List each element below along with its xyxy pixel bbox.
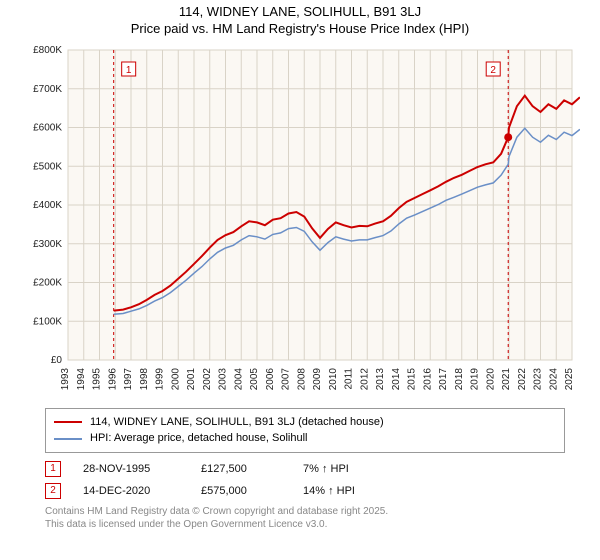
svg-text:2005: 2005 (249, 367, 260, 390)
svg-text:2018: 2018 (454, 367, 465, 390)
svg-text:1994: 1994 (76, 367, 87, 390)
svg-text:2013: 2013 (375, 367, 386, 390)
annotation-badge-2: 2 (45, 483, 61, 499)
svg-text:2007: 2007 (281, 367, 292, 390)
svg-text:£0: £0 (51, 355, 63, 366)
chart-container: 114, WIDNEY LANE, SOLIHULL, B91 3LJ Pric… (0, 0, 600, 560)
annotation-date-2: 14-DEC-2020 (83, 485, 179, 497)
svg-text:2002: 2002 (202, 367, 213, 390)
svg-text:2011: 2011 (344, 367, 355, 389)
svg-text:1995: 1995 (92, 367, 103, 390)
title-block: 114, WIDNEY LANE, SOLIHULL, B91 3LJ Pric… (0, 0, 600, 38)
svg-text:2014: 2014 (391, 367, 402, 390)
annotation-badge-1: 1 (45, 461, 61, 477)
svg-text:£100K: £100K (33, 316, 62, 327)
annotation-date-1: 28-NOV-1995 (83, 463, 179, 475)
svg-text:2008: 2008 (296, 367, 307, 390)
svg-text:1997: 1997 (123, 367, 134, 390)
svg-text:£400K: £400K (33, 200, 62, 211)
svg-text:£800K: £800K (33, 45, 62, 56)
svg-text:2009: 2009 (312, 367, 323, 390)
annotation-price-2: £575,000 (201, 485, 281, 497)
svg-text:1998: 1998 (139, 367, 150, 390)
svg-text:1: 1 (126, 65, 132, 76)
svg-text:2001: 2001 (186, 367, 197, 390)
price-chart: £0 £100K £200K £300K £400K £500K £600K £700K £80… (20, 42, 580, 402)
svg-text:2012: 2012 (359, 367, 370, 390)
legend-swatch-1 (54, 421, 82, 423)
legend-row-1: 114, WIDNEY LANE, SOLIHULL, B91 3LJ (det… (54, 414, 556, 431)
svg-text:2017: 2017 (438, 367, 449, 390)
footer-line-1: Contains HM Land Registry data © Crown c… (45, 505, 565, 518)
svg-text:2021: 2021 (501, 367, 512, 390)
annotation-pct-1: 7% ↑ HPI (303, 463, 393, 475)
svg-text:2022: 2022 (517, 367, 528, 390)
svg-text:2004: 2004 (233, 367, 244, 390)
svg-text:2023: 2023 (533, 367, 544, 390)
svg-text:2015: 2015 (407, 367, 418, 390)
legend-row-2: HPI: Average price, detached house, Soli… (54, 430, 556, 447)
legend: 114, WIDNEY LANE, SOLIHULL, B91 3LJ (det… (45, 408, 565, 453)
svg-text:1993: 1993 (60, 367, 71, 390)
svg-text:£700K: £700K (33, 84, 62, 95)
legend-swatch-2 (54, 438, 82, 440)
legend-label-2: HPI: Average price, detached house, Soli… (90, 430, 308, 447)
svg-text:£300K: £300K (33, 239, 62, 250)
svg-text:2010: 2010 (328, 367, 339, 390)
svg-text:1999: 1999 (155, 367, 166, 390)
svg-text:2006: 2006 (265, 367, 276, 390)
svg-text:1996: 1996 (107, 367, 118, 390)
svg-text:2019: 2019 (470, 367, 481, 390)
annotation-price-1: £127,500 (201, 463, 281, 475)
svg-text:2025: 2025 (564, 367, 575, 390)
svg-text:2: 2 (490, 65, 496, 76)
svg-text:£500K: £500K (33, 161, 62, 172)
svg-text:£200K: £200K (33, 277, 62, 288)
svg-text:£600K: £600K (33, 122, 62, 133)
footer-attribution: Contains HM Land Registry data © Crown c… (45, 505, 565, 531)
footer-line-2: This data is licensed under the Open Gov… (45, 518, 565, 531)
legend-label-1: 114, WIDNEY LANE, SOLIHULL, B91 3LJ (det… (90, 414, 384, 431)
svg-text:2016: 2016 (422, 367, 433, 390)
svg-text:2020: 2020 (485, 367, 496, 390)
svg-text:2003: 2003 (218, 367, 229, 390)
svg-text:2024: 2024 (548, 367, 559, 390)
annotation-row-2: 2 14-DEC-2020 £575,000 14% ↑ HPI (45, 483, 565, 499)
chart-title: 114, WIDNEY LANE, SOLIHULL, B91 3LJ (0, 4, 600, 21)
annotation-row-1: 1 28-NOV-1995 £127,500 7% ↑ HPI (45, 461, 565, 477)
annotation-pct-2: 14% ↑ HPI (303, 485, 393, 497)
svg-text:2000: 2000 (170, 367, 181, 390)
annotation-table: 1 28-NOV-1995 £127,500 7% ↑ HPI 2 14-DEC… (45, 461, 565, 499)
chart-subtitle: Price paid vs. HM Land Registry's House … (0, 21, 600, 38)
